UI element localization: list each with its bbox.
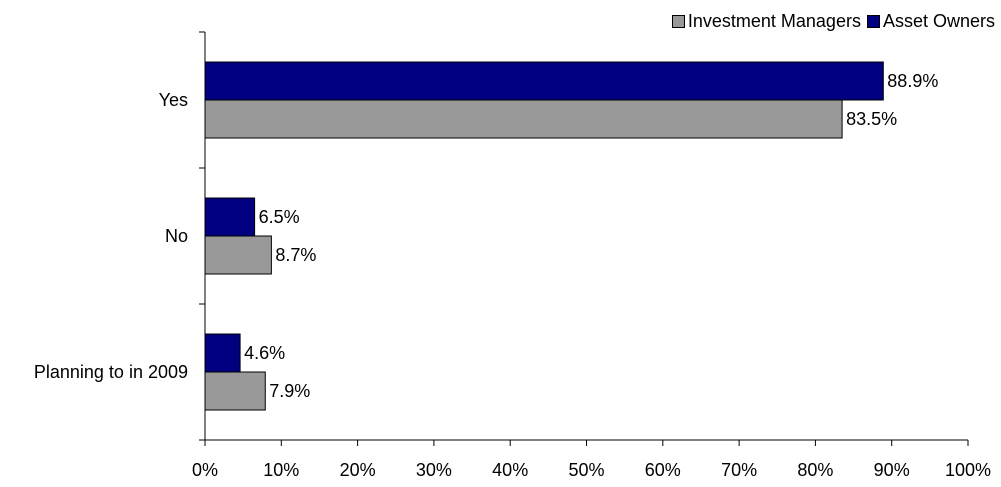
bar — [204, 197, 256, 237]
x-tick-label: 100% — [945, 460, 991, 480]
bar — [204, 371, 266, 411]
legend-label-investment-managers: Investment Managers — [687, 11, 861, 31]
legend-item-asset-owners: Asset Owners — [866, 11, 995, 32]
category-label: Planning to in 2009 — [34, 362, 188, 382]
data-label: 83.5% — [846, 109, 897, 129]
data-label: 4.6% — [244, 343, 285, 363]
bar — [204, 61, 884, 101]
bar — [204, 99, 843, 139]
x-tick-label: 80% — [797, 460, 833, 480]
x-tick-label: 40% — [492, 460, 528, 480]
legend-item-investment-managers: Investment Managers — [671, 11, 861, 32]
x-tick-label: 20% — [340, 460, 376, 480]
x-tick-label: 70% — [721, 460, 757, 480]
category-label: No — [165, 226, 188, 246]
x-tick-label: 90% — [874, 460, 910, 480]
x-tick-label: 50% — [568, 460, 604, 480]
data-label: 88.9% — [887, 71, 938, 91]
legend-swatch-investment-managers — [671, 15, 685, 28]
x-tick-label: 60% — [645, 460, 681, 480]
category-label: Yes — [159, 90, 188, 110]
legend: Investment Managers Asset Owners — [666, 11, 995, 32]
x-tick-label: 30% — [416, 460, 452, 480]
x-tick-label: 10% — [263, 460, 299, 480]
data-label: 7.9% — [269, 381, 310, 401]
data-label: 6.5% — [259, 207, 300, 227]
bar — [204, 333, 241, 373]
x-tick-label: 0% — [192, 460, 218, 480]
bar — [204, 235, 272, 275]
legend-swatch-asset-owners — [866, 15, 880, 28]
data-label: 8.7% — [275, 245, 316, 265]
legend-label-asset-owners: Asset Owners — [882, 11, 995, 31]
